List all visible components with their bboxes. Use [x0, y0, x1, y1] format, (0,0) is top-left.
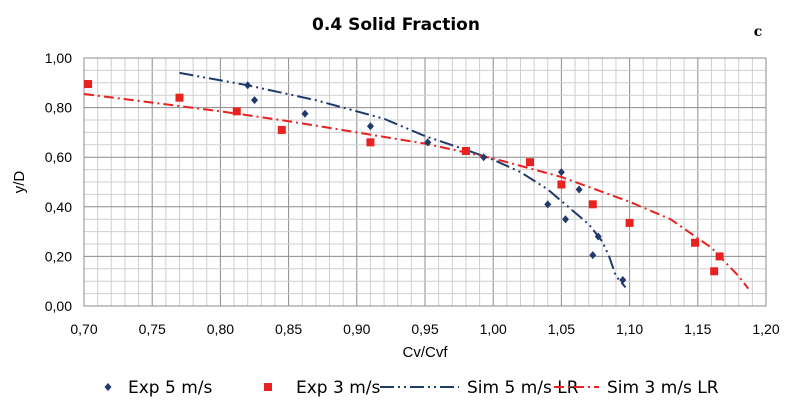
legend: Exp 5 m/s Exp 3 m/s Sim 5 m/s LR Sim 3 m/s …: [104, 378, 719, 398]
x-tick-label: 0,70: [70, 321, 97, 337]
y-axis-label: y/D: [11, 171, 28, 194]
plot-area: [83, 57, 767, 307]
x-tick-label: 1,15: [684, 321, 711, 337]
exp-5-m-s-point: [544, 200, 552, 209]
exp-3-m-s-point: [715, 252, 724, 261]
y-tick-label: 0,60: [45, 149, 72, 165]
exp-3-m-s-point: [557, 180, 566, 189]
exp-5-m-s-point: [251, 96, 258, 105]
y-tick-label: 0,20: [45, 248, 72, 264]
exp-3-m-s-point: [461, 147, 470, 155]
x-tick-label: 0,90: [343, 321, 370, 337]
y-tick-label: 0,80: [45, 100, 72, 116]
exp-3-m-s-point: [710, 267, 719, 276]
x-tick-label: 1,00: [480, 321, 507, 337]
x-tick-label: 0,95: [411, 321, 438, 337]
y-tick-labels: 0,00 0,20 0,40 0,60 0,80 1,00: [45, 50, 72, 314]
sim-3-m-s-lr-line: [83, 93, 750, 290]
legend-exp-3-m-s-swatch: [264, 383, 272, 391]
exp-5-m-s-point: [594, 232, 602, 241]
x-tick-label: 0,85: [275, 321, 302, 337]
panel-label: c: [754, 24, 763, 40]
x-tick-label: 1,20: [752, 321, 779, 337]
legend-sim-5-m-s-lr-label: Sim 5 m/s LR: [467, 378, 579, 398]
x-tick-label: 1,05: [548, 321, 575, 337]
exp-5-m-s-point: [589, 251, 597, 260]
exp-3-m-s-point: [366, 138, 375, 147]
x-tick-label: 0,75: [139, 321, 166, 337]
simulation-lines: [83, 71, 750, 290]
exp-5-m-s-point: [301, 109, 309, 118]
exp-3-m-s-point: [84, 80, 93, 89]
x-axis-label: Cv/Cvf: [403, 344, 449, 361]
exp-5-m-s-point: [424, 138, 432, 147]
legend-sim-3-m-s-lr-label: Sim 3 m/s LR: [607, 378, 719, 398]
legend-exp-5-m-s-label: Exp 5 m/s: [128, 378, 213, 398]
chart-title: 0.4 Solid Fraction: [312, 15, 480, 35]
exp-3-m-s-point: [277, 125, 286, 134]
x-tick-label: 1,10: [616, 321, 643, 337]
exp-3-m-s-point: [175, 93, 184, 102]
x-tick-labels: 0,70 0,75 0,80 0,85 0,90 0,95 1,00 1,05 1,10 1,15…: [70, 321, 779, 337]
y-tick-label: 0,00: [45, 298, 72, 314]
exp-3-m-s-point: [588, 200, 597, 209]
legend-exp-3-m-s-label: Exp 3 m/s: [296, 378, 381, 398]
exp-5-m-s-point: [366, 122, 374, 131]
exp-5-m-s-point: [557, 168, 565, 177]
exp-5-m-s-point: [244, 81, 252, 90]
y-tick-label: 0,40: [45, 199, 72, 215]
exp-5-m-s-point: [575, 185, 583, 194]
exp-3-m-s-point: [625, 218, 634, 227]
x-tick-label: 0,80: [207, 321, 234, 337]
exp-5-m-s-point: [480, 153, 488, 162]
experimental-markers: [84, 80, 724, 284]
sim-5-m-s-lr-line: [179, 71, 627, 289]
exp-5-m-s-point: [619, 275, 627, 284]
exp-3-m-s-point: [526, 158, 535, 167]
gridlines: [83, 57, 767, 307]
exp-3-m-s-point: [232, 107, 241, 116]
exp-3-m-s-point: [691, 238, 700, 247]
y-tick-label: 1,00: [45, 50, 72, 66]
legend-exp-5-m-s-swatch: [104, 383, 112, 391]
exp-5-m-s-point: [561, 215, 569, 224]
